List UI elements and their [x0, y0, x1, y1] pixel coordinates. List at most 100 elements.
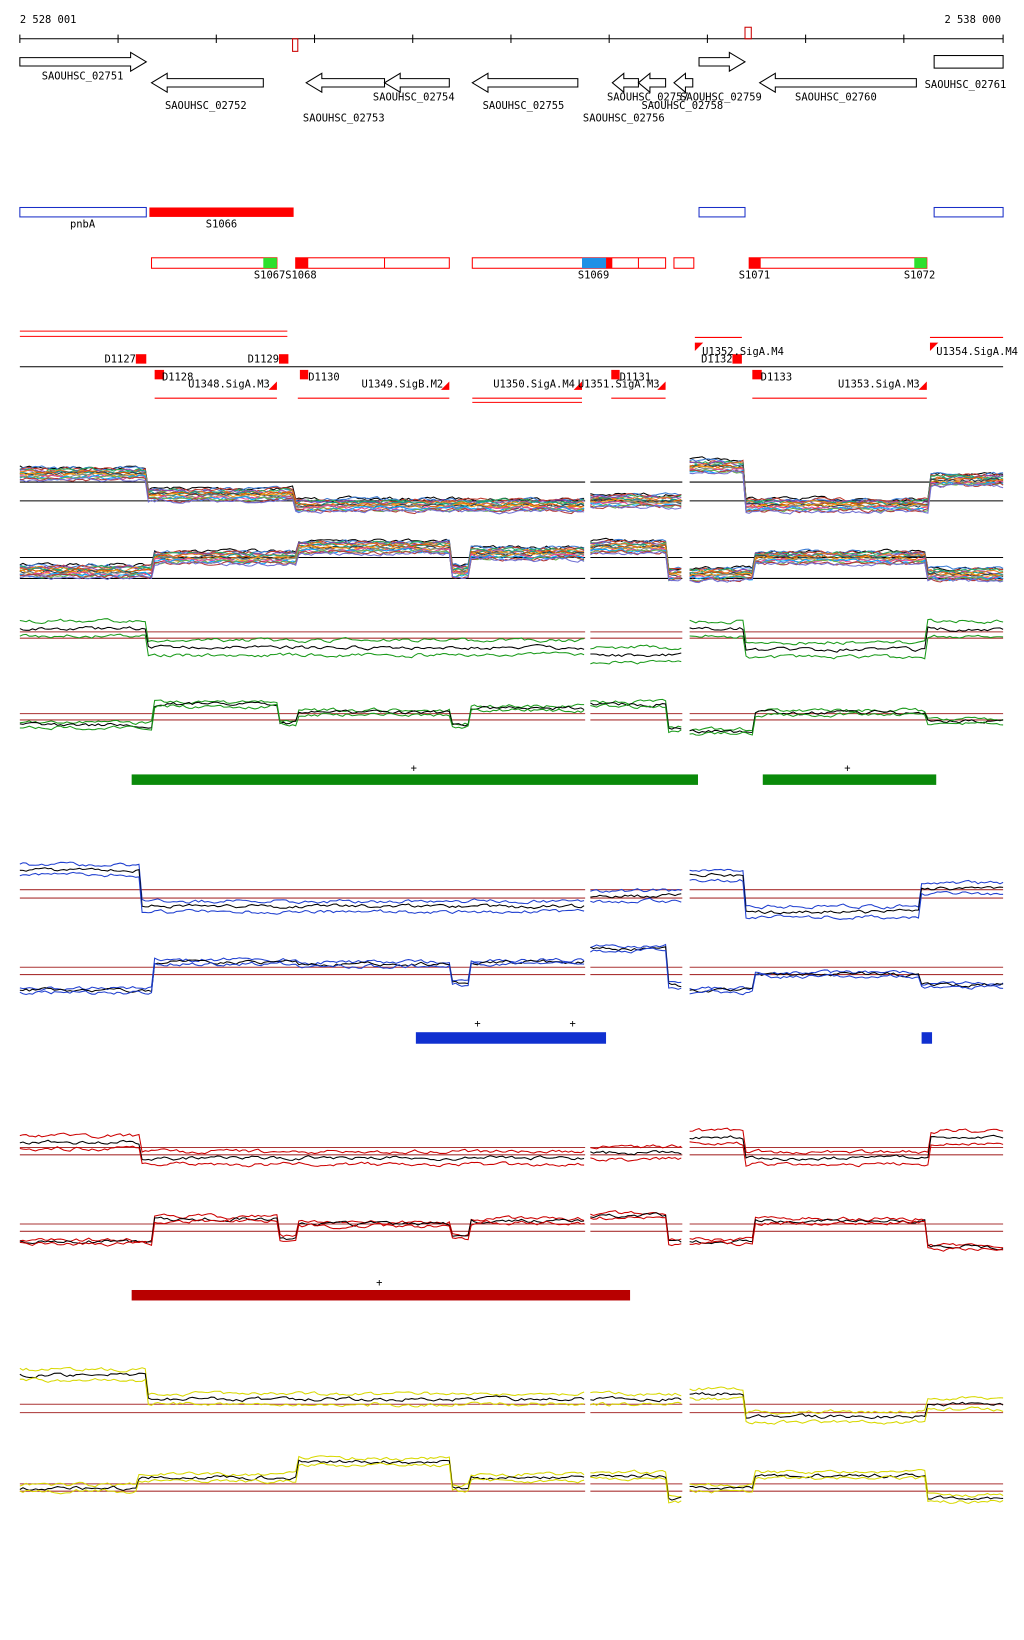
region	[914, 257, 927, 269]
signal-trace	[19, 961, 585, 996]
signal-trace	[689, 1391, 1004, 1420]
signal-trace	[590, 703, 682, 734]
marker: +	[411, 762, 417, 774]
signal-trace	[590, 947, 682, 990]
ruler-start: 2 528 001	[20, 14, 77, 26]
signal-trace	[689, 1134, 1004, 1161]
region-label: S1067	[254, 270, 285, 282]
signal-trace	[689, 878, 1004, 920]
gene-arrows	[19, 51, 1004, 94]
signal-trace	[689, 1220, 1004, 1252]
gene-label: SAOUHSC_02756	[583, 113, 665, 125]
signal-trace	[689, 626, 1004, 653]
signal-trace	[590, 503, 682, 510]
signal-trace	[689, 557, 1004, 580]
signal-trace	[689, 707, 1004, 732]
region	[582, 257, 607, 269]
signal-trace	[590, 1395, 682, 1403]
ruler-mark	[744, 26, 752, 40]
signal-trace	[689, 1475, 1004, 1505]
signal-trace	[19, 861, 585, 905]
signal-trace	[689, 1396, 1004, 1425]
signal-trace	[590, 888, 682, 893]
gene-label: SAOUHSC_02758	[641, 100, 723, 112]
signal-trace	[689, 868, 1004, 910]
signal-trace	[590, 1390, 682, 1397]
signal-trace	[19, 626, 585, 651]
signal-trace	[19, 633, 585, 659]
region	[698, 206, 746, 218]
signal-trace	[689, 470, 1004, 515]
signal-trace	[689, 456, 1004, 503]
signal-trace	[689, 872, 1004, 915]
gene-label: SAOUHSC_02757	[607, 92, 689, 104]
region-label: S1069	[578, 270, 609, 282]
feature-label: U1348.SigA.M3	[188, 379, 270, 391]
signal-trace	[590, 1216, 682, 1247]
feature-label: U1350.SigA.M4	[493, 379, 575, 391]
marker: +	[569, 1018, 575, 1030]
signal-trace	[19, 1366, 585, 1397]
feature-label: D1132	[701, 354, 732, 366]
feature-label: D1130	[308, 371, 339, 383]
region	[263, 257, 277, 269]
region	[606, 257, 613, 269]
signal-trace	[590, 492, 682, 498]
signal-trace	[19, 1145, 585, 1168]
region-label: pnbA	[70, 218, 96, 230]
signal-trace	[689, 553, 1004, 577]
signal-trace	[590, 893, 682, 899]
signal-trace	[19, 1213, 585, 1243]
signal-trace	[590, 659, 682, 665]
signal-trace	[19, 477, 585, 515]
signal-trace	[590, 498, 682, 505]
ruler-end: 2 538 000	[944, 14, 1001, 26]
gene-label: SAOUHSC_02754	[373, 92, 455, 104]
signal-trace	[19, 618, 585, 644]
signal-trace	[689, 1218, 1004, 1251]
signal-trace	[590, 1476, 682, 1504]
signal-trace	[19, 546, 585, 576]
region-label: S1066	[206, 218, 237, 230]
signal-trace	[19, 959, 585, 993]
signal-trace	[689, 556, 1004, 579]
feature-label: D1127	[104, 354, 135, 366]
region	[149, 207, 294, 217]
feature-label: D1131	[620, 371, 651, 383]
signal-trace	[689, 468, 1004, 513]
feature-label: D1128	[162, 371, 193, 383]
signal-trace	[590, 1401, 682, 1407]
signal-trace	[19, 1139, 585, 1161]
signal-trace	[590, 505, 682, 510]
signal-trace	[689, 463, 1004, 507]
region	[933, 206, 1004, 218]
signal-trace	[590, 1469, 682, 1498]
gene-label: SAOUHSC_02752	[165, 100, 247, 112]
feature-boxes	[135, 342, 939, 390]
signal-trace	[19, 957, 585, 991]
feature-label: U1349.SigB.M2	[362, 379, 444, 391]
signal-trace	[590, 502, 682, 509]
feature-label: U1354.SigA.M4	[936, 346, 1018, 358]
signal-trace	[19, 1459, 585, 1492]
gene-label: SAOUHSC_02755	[483, 100, 565, 112]
marker: +	[844, 762, 850, 774]
region-label: S1071	[739, 270, 770, 282]
segment-bar	[762, 774, 937, 785]
signal-trace	[19, 703, 585, 731]
signal-trace	[19, 871, 585, 915]
signal-trace	[689, 1215, 1004, 1249]
signal-trace	[19, 543, 585, 573]
signal-trace	[689, 618, 1004, 646]
signal-trace	[19, 1218, 585, 1247]
signal-trace	[19, 1377, 585, 1408]
signal-trace	[19, 473, 585, 511]
signal-trace	[590, 652, 682, 658]
segment-bar	[415, 1032, 607, 1044]
signal-trace	[19, 699, 585, 726]
ruler-mark	[292, 38, 299, 52]
signal-trace	[19, 1132, 585, 1155]
gene-label: SAOUHSC_02753	[303, 113, 385, 125]
signal-trace	[689, 634, 1004, 660]
